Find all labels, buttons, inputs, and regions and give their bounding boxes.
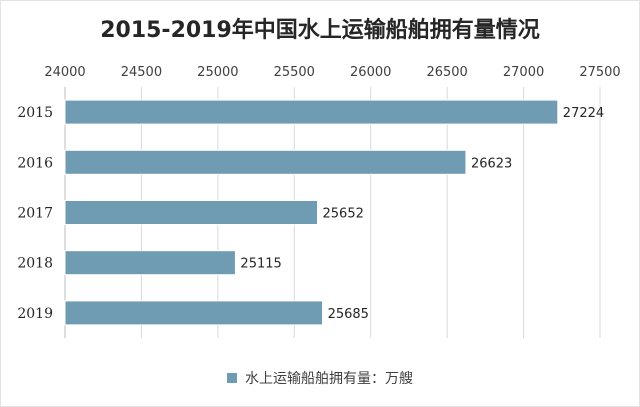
data-labels: 27224 26623 25652 25115 25685	[240, 106, 604, 322]
data-label-2018: 25115	[240, 257, 281, 272]
data-label-2017: 25652	[323, 207, 364, 222]
chart-title: 2015-2019年中国水上运输船舶拥有量情况	[100, 18, 540, 43]
data-label-2016: 26623	[471, 156, 512, 171]
category-label-2019: 2019	[17, 306, 53, 322]
x-tick-label-24500: 24500	[121, 65, 162, 80]
y-category-labels: 2015 2016 2017 2018 2019	[17, 105, 53, 322]
bar-2019	[64, 300, 324, 326]
bar-2015	[64, 99, 559, 125]
category-label-2018: 2018	[17, 256, 53, 272]
bar-2016	[64, 149, 467, 175]
legend-label: 水上运输船舶拥有量：万艘	[245, 371, 413, 387]
x-tick-label-25000: 25000	[197, 65, 238, 80]
legend-swatch	[227, 373, 237, 383]
bar-2018	[64, 250, 236, 276]
bar-2017	[64, 200, 319, 225]
x-tick-label-27500: 27500	[579, 65, 620, 80]
category-label-2015: 2015	[17, 105, 53, 121]
x-tick-label-25500: 25500	[274, 65, 315, 80]
data-label-2015: 27224	[563, 106, 604, 121]
data-label-2019: 25685	[328, 307, 369, 322]
x-tick-label-24000: 24000	[44, 65, 85, 80]
x-tick-labels: 24000 24500 25000 25500 26000 26500 27000 27500	[44, 65, 620, 80]
legend: 水上运输船舶拥有量：万艘	[0, 368, 640, 388]
category-label-2016: 2016	[17, 155, 53, 171]
x-tick-label-26000: 26000	[350, 65, 391, 80]
category-label-2017: 2017	[17, 206, 53, 222]
x-tick-label-27000: 27000	[503, 65, 544, 80]
x-tick-label-26500: 26500	[426, 65, 467, 80]
bar-series	[64, 99, 559, 326]
